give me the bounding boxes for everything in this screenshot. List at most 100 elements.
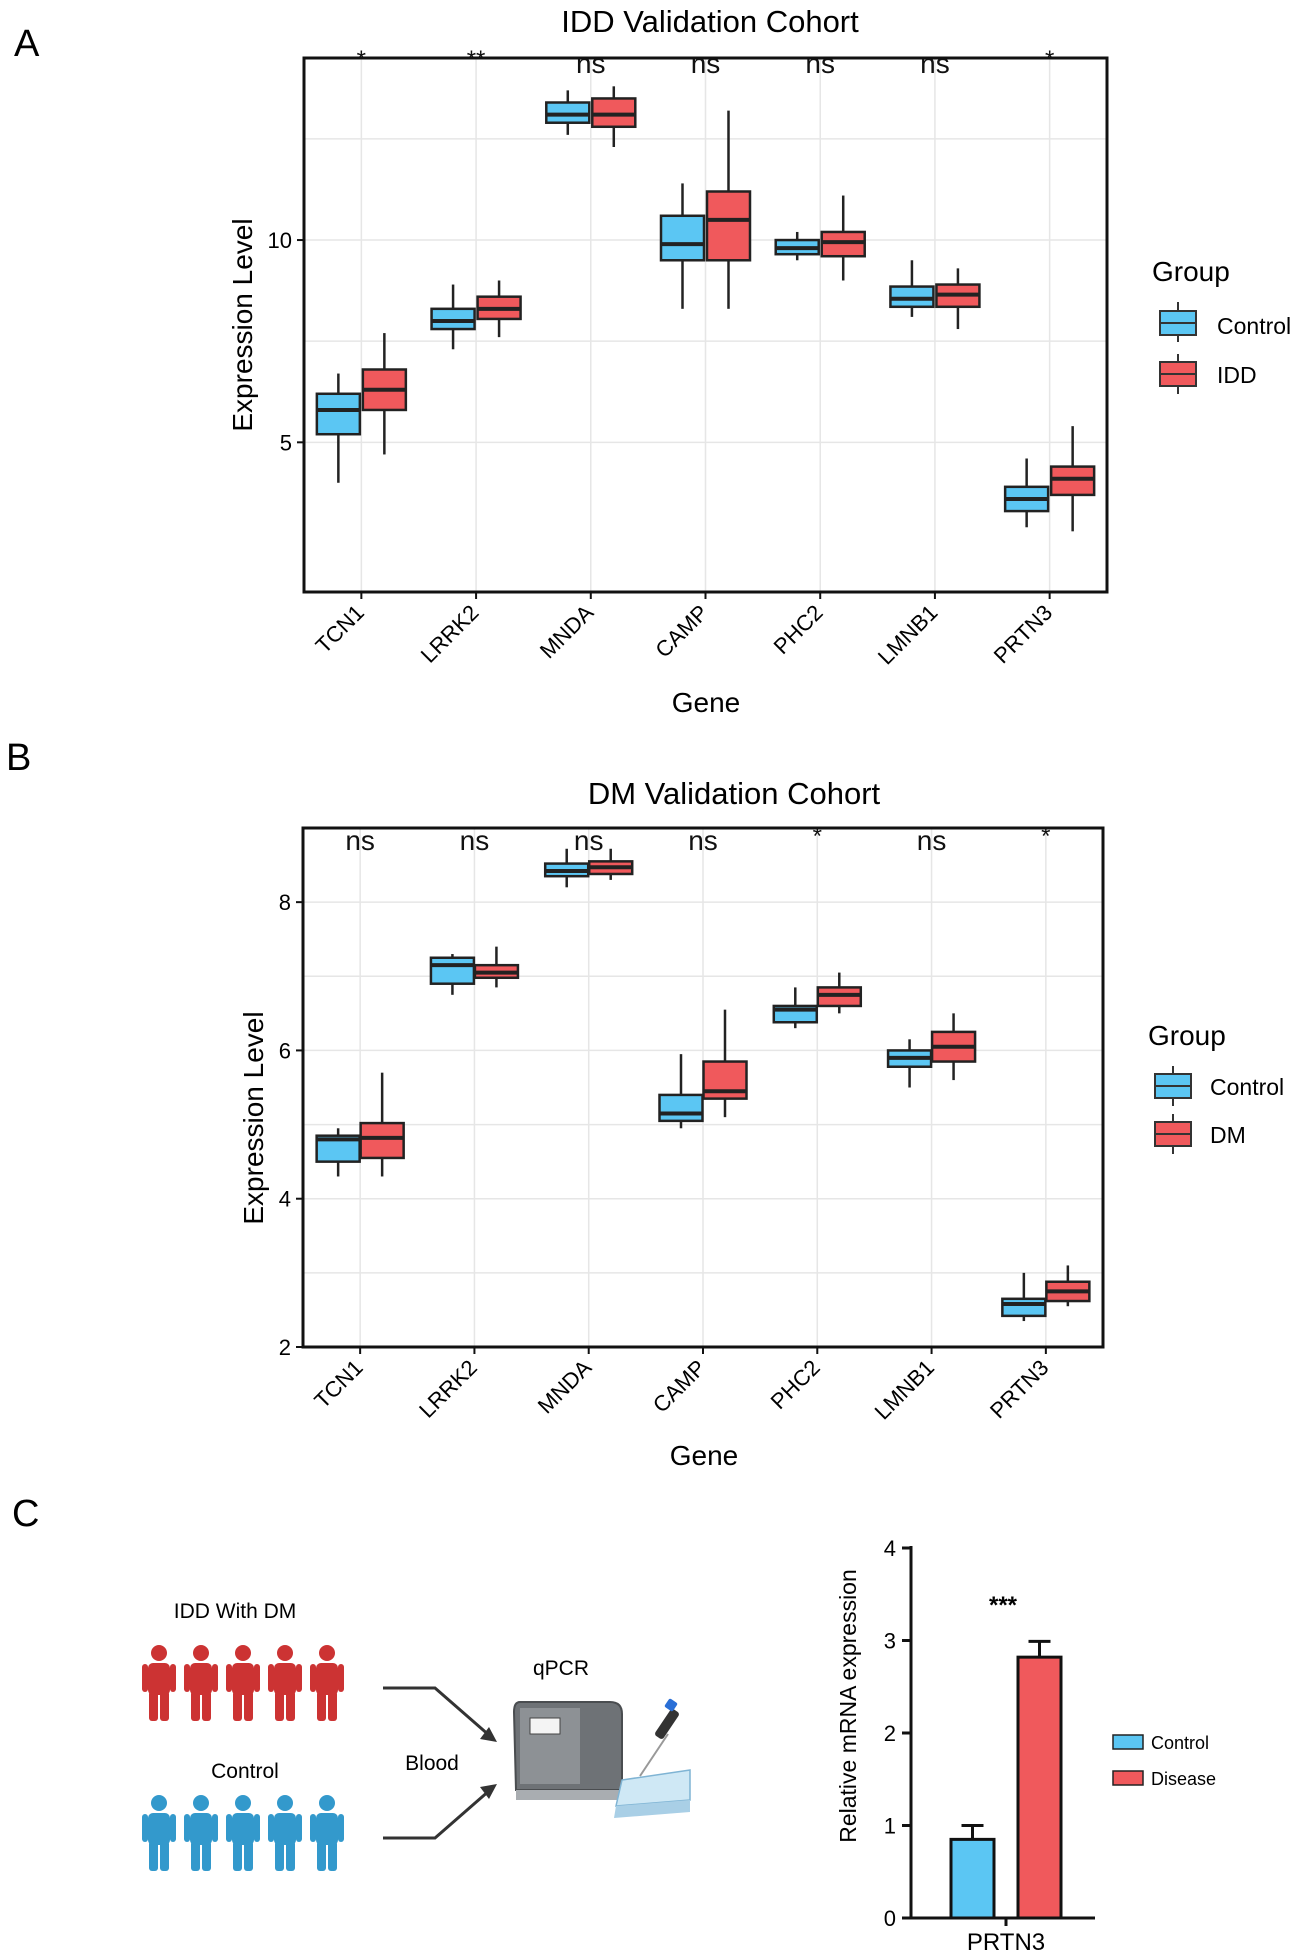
- significance-label: ns: [805, 48, 835, 79]
- chart-c-significance: ***: [989, 1592, 1018, 1619]
- person-leg: [286, 1691, 295, 1721]
- person-leg: [202, 1691, 211, 1721]
- x-tick-label: CAMP: [650, 600, 713, 663]
- y-tick-label: 1: [884, 1814, 896, 1839]
- person-icon: [268, 1645, 302, 1721]
- box-control: [429, 956, 476, 985]
- box-control: [659, 214, 706, 262]
- person-icon: [142, 1795, 176, 1871]
- bar-control: [949, 1837, 996, 1920]
- well-plate-top: [615, 1769, 691, 1807]
- box-control: [315, 392, 362, 436]
- person-head: [319, 1645, 335, 1661]
- significance-label: *: [1041, 823, 1050, 850]
- x-tick-label: MNDA: [535, 600, 599, 664]
- qpcr-label: qPCR: [533, 1657, 589, 1680]
- legend-b-dm-label: DM: [1210, 1122, 1246, 1148]
- y-tick-label: 4: [279, 1187, 291, 1212]
- person-head: [151, 1795, 167, 1811]
- person-arm: [338, 1664, 344, 1692]
- qpcr-machine-screen: [529, 1717, 561, 1735]
- person-body: [148, 1663, 170, 1695]
- person-leg: [233, 1691, 242, 1721]
- person-leg: [233, 1841, 242, 1871]
- chart-a-title: IDD Validation Cohort: [561, 4, 859, 39]
- person-leg: [244, 1691, 253, 1721]
- box-idd: [705, 190, 752, 262]
- box-idd: [591, 97, 637, 129]
- person-icon: [184, 1645, 218, 1721]
- box-control: [430, 307, 476, 331]
- person-arm: [170, 1814, 176, 1842]
- chart-b-legend: Group Control DM: [1148, 1020, 1284, 1154]
- well-plate-side: [614, 1800, 690, 1818]
- x-tick-label: CAMP: [648, 1355, 711, 1418]
- significance-label: ns: [576, 48, 606, 79]
- disease-people-group: [142, 1645, 344, 1721]
- legend-c-disease-label: Disease: [1151, 1769, 1216, 1789]
- significance-label: ns: [691, 48, 721, 79]
- chart-a-legend-title: Group: [1152, 256, 1230, 287]
- chart-c-ylabel: Relative mRNA expression: [835, 1569, 861, 1843]
- chart-c-legend: Control Disease: [1112, 1733, 1216, 1789]
- chart-b-plot: ns ns ns ns * ns * 2 4 6 8 TCN1 LRRK2 MNDA CAMP PHC2 LMN…: [279, 823, 1105, 1424]
- person-leg: [160, 1691, 169, 1721]
- panel-a: A IDD Validation Cohort * ** ns ns ns ns *510T…: [14, 4, 1291, 718]
- panel-b: B DM Validation Cohort ns ns ns ns * ns * 2 4 6 8 T…: [6, 737, 1284, 1471]
- group-control-label: Control: [211, 1760, 279, 1783]
- person-body: [148, 1813, 170, 1845]
- pipette-tip: [639, 1733, 669, 1777]
- pipette-button: [664, 1698, 678, 1712]
- bar-disease: [1016, 1655, 1063, 1920]
- person-head: [277, 1645, 293, 1661]
- chart-b-title: DM Validation Cohort: [588, 776, 881, 811]
- qpcr-machine-base: [516, 1790, 622, 1800]
- person-head: [277, 1795, 293, 1811]
- y-tick-label: 3: [884, 1629, 896, 1654]
- box-control: [889, 285, 935, 309]
- legend-a-control-label: Control: [1217, 313, 1291, 339]
- person-icon: [184, 1795, 218, 1871]
- person-leg: [317, 1841, 326, 1871]
- y-tick-label: 0: [884, 1906, 896, 1931]
- person-leg: [191, 1691, 200, 1721]
- person-body: [316, 1813, 338, 1845]
- significance-label: ns: [460, 825, 490, 856]
- person-arm: [296, 1814, 302, 1842]
- x-tick-label: PRTN3: [985, 1355, 1053, 1423]
- chart-c-xlabel: PRTN3: [967, 1929, 1045, 1956]
- box-control: [1001, 1297, 1047, 1318]
- legend-c-control-swatch: [1112, 1734, 1144, 1750]
- panel-c: C IDD With DM Control Blood qPCR: [12, 1493, 1216, 1956]
- person-arm: [268, 1814, 274, 1842]
- box-dm: [359, 1121, 405, 1160]
- y-tick-label: 10: [268, 228, 292, 253]
- y-tick-label: 8: [279, 890, 291, 915]
- person-leg: [328, 1841, 337, 1871]
- box-control: [545, 101, 591, 124]
- person-head: [235, 1645, 251, 1661]
- legend-c-disease-swatch: [1112, 1770, 1144, 1786]
- control-people-group: [142, 1795, 344, 1871]
- blood-label: Blood: [405, 1752, 459, 1775]
- y-tick-label: 2: [279, 1335, 291, 1360]
- chart-b-legend-title: Group: [1148, 1020, 1226, 1051]
- chart-b-ylabel: Expression Level: [238, 1011, 269, 1224]
- x-tick-label: LRRK2: [414, 1355, 482, 1423]
- box-idd: [1049, 465, 1096, 497]
- legend-c-control-label: Control: [1151, 1733, 1209, 1753]
- person-body: [316, 1663, 338, 1695]
- person-arm: [142, 1664, 148, 1692]
- person-body: [190, 1663, 212, 1695]
- person-leg: [160, 1841, 169, 1871]
- person-head: [235, 1795, 251, 1811]
- significance-label: ns: [345, 825, 375, 856]
- person-icon: [310, 1795, 344, 1871]
- x-tick-label: TCN1: [311, 600, 369, 658]
- person-body: [232, 1663, 254, 1695]
- panel-label-c: C: [12, 1493, 39, 1535]
- person-leg: [202, 1841, 211, 1871]
- chart-c-plot: 0 1 2 3 4: [884, 1536, 1095, 1931]
